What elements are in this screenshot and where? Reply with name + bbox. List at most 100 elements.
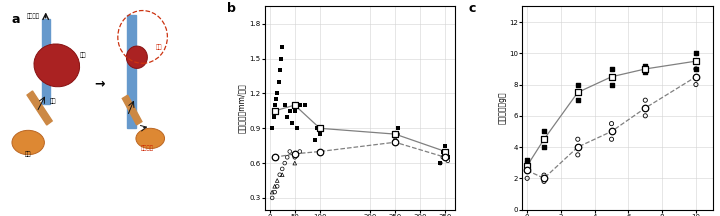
Point xyxy=(539,173,550,177)
Point xyxy=(314,127,325,130)
Point xyxy=(437,150,449,153)
Point xyxy=(690,75,702,78)
Point xyxy=(276,173,288,176)
Point xyxy=(266,127,278,130)
Point xyxy=(392,127,403,130)
Point xyxy=(289,109,300,113)
Point xyxy=(274,68,285,72)
Point xyxy=(390,140,401,144)
Polygon shape xyxy=(122,95,142,125)
Point xyxy=(539,176,550,180)
Point xyxy=(690,52,702,55)
Point xyxy=(289,152,300,156)
Point xyxy=(314,150,325,153)
Point xyxy=(279,161,290,165)
Point xyxy=(521,169,533,172)
Point xyxy=(439,156,451,159)
Point xyxy=(521,164,533,168)
Point xyxy=(521,161,533,164)
Point xyxy=(639,70,651,74)
Point xyxy=(690,59,702,63)
Point xyxy=(639,64,651,68)
Point xyxy=(572,91,583,94)
Point xyxy=(282,156,293,159)
Point xyxy=(606,138,617,141)
Point xyxy=(521,169,533,172)
Point xyxy=(521,176,533,180)
Point xyxy=(312,127,323,130)
Ellipse shape xyxy=(12,130,45,155)
Text: 結紮: 結紮 xyxy=(156,44,163,50)
Point xyxy=(539,180,550,183)
Point xyxy=(271,92,283,95)
Point xyxy=(271,185,283,188)
Point xyxy=(284,150,295,153)
Point xyxy=(606,67,617,71)
Point xyxy=(390,132,401,136)
Text: →: → xyxy=(94,77,105,90)
Text: b: b xyxy=(227,2,235,15)
Point xyxy=(274,173,285,176)
Point xyxy=(289,103,300,107)
Point xyxy=(539,176,550,180)
Text: バイパス: バイパス xyxy=(140,146,153,151)
Point xyxy=(390,132,401,136)
Point xyxy=(572,145,583,149)
Point xyxy=(276,45,288,49)
Ellipse shape xyxy=(34,44,80,87)
Point xyxy=(269,156,281,159)
Point xyxy=(294,150,305,153)
Text: 下大静脈: 下大静脈 xyxy=(26,14,40,19)
Point xyxy=(606,130,617,133)
Point xyxy=(606,122,617,125)
Point xyxy=(572,138,583,141)
Point xyxy=(269,185,281,188)
Point xyxy=(294,103,305,107)
FancyBboxPatch shape xyxy=(42,19,50,104)
Ellipse shape xyxy=(136,128,165,149)
Point xyxy=(435,161,446,165)
Y-axis label: 血流速度（mm/秒）: 血流速度（mm/秒） xyxy=(238,83,246,133)
Point xyxy=(690,59,702,63)
Point xyxy=(287,121,298,124)
Point xyxy=(606,75,617,78)
Point xyxy=(282,115,293,118)
Point xyxy=(639,98,651,102)
Point xyxy=(314,150,325,153)
Point xyxy=(521,158,533,161)
Point xyxy=(289,156,300,159)
Point xyxy=(606,83,617,86)
Point xyxy=(690,83,702,86)
Point xyxy=(271,179,283,182)
Point xyxy=(639,67,651,71)
Point xyxy=(439,150,451,153)
Point xyxy=(392,132,403,136)
Point xyxy=(268,115,279,118)
Point xyxy=(439,144,451,148)
Point xyxy=(639,114,651,118)
Point xyxy=(314,132,325,136)
Point xyxy=(539,145,550,149)
Point xyxy=(521,169,533,172)
Text: 肝臓: 肝臓 xyxy=(80,52,86,58)
Point xyxy=(690,75,702,78)
Point xyxy=(270,98,282,101)
Point xyxy=(572,83,583,86)
Point xyxy=(521,164,533,168)
Text: 小腸: 小腸 xyxy=(25,152,32,157)
Point xyxy=(442,159,454,162)
Point xyxy=(606,130,617,133)
Point xyxy=(269,103,281,107)
Point xyxy=(435,161,446,165)
Point xyxy=(266,196,278,200)
Point xyxy=(299,103,310,107)
FancyBboxPatch shape xyxy=(127,15,136,128)
Point xyxy=(690,67,702,71)
Point xyxy=(275,57,287,60)
Point xyxy=(639,106,651,110)
Point xyxy=(276,167,288,171)
Point xyxy=(572,91,583,94)
Point xyxy=(273,80,284,84)
Ellipse shape xyxy=(127,46,148,68)
Point xyxy=(269,109,281,113)
